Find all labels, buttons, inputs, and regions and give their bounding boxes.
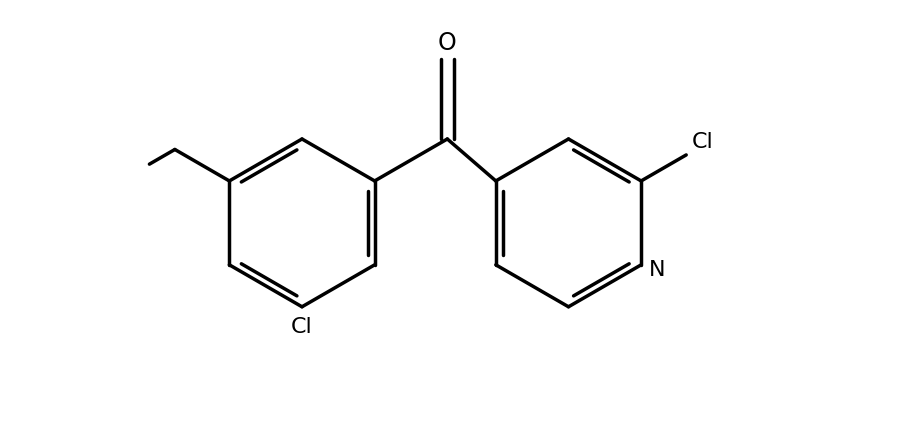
Text: Cl: Cl [291,317,313,337]
Text: Cl: Cl [692,132,714,152]
Text: N: N [649,260,666,280]
Text: O: O [438,31,457,55]
